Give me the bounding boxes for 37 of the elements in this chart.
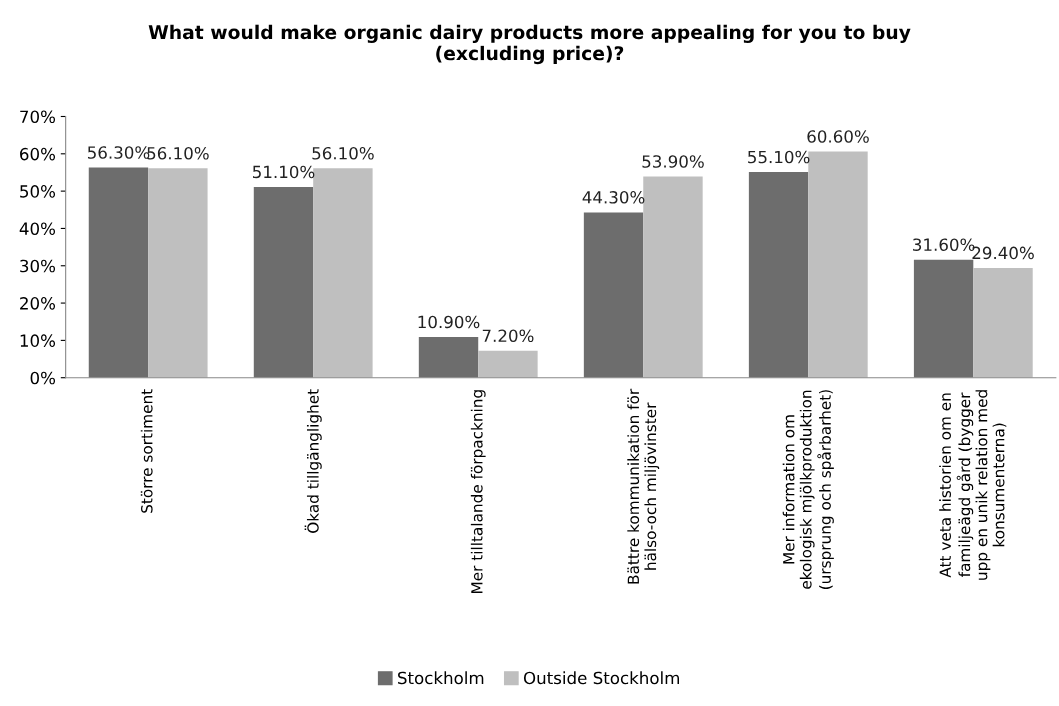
legend-label: Stockholm — [398, 671, 484, 685]
data-label: 56.10% — [312, 146, 374, 160]
y-tick-label: 30% — [20, 259, 56, 273]
bar — [643, 176, 703, 378]
bar — [583, 212, 644, 378]
x-tick-label: Ökad tillgänglighet — [304, 389, 322, 533]
y-tick-label: 10% — [20, 334, 56, 347]
data-label: 60.60% — [807, 130, 869, 143]
chart-title: What would make organic dairy products more appealing for you to buy (excluding price)? — [148, 24, 911, 65]
bar — [253, 187, 314, 378]
bar — [913, 259, 974, 378]
y-tick-label: 40% — [19, 222, 56, 236]
bar — [748, 172, 809, 378]
legend-label: Outside Stockholm — [523, 671, 679, 685]
data-label: 44.30% — [582, 191, 645, 204]
x-tick-label: Större sortiment — [140, 389, 153, 513]
x-tick-label: Att veta historien om en familjeägd gård (bygger upp en unik relation med konsumenterna) — [939, 390, 1007, 580]
x-tick-label: Mer tilltalande förpackning — [470, 390, 486, 593]
y-tick-label: 60% — [20, 147, 56, 161]
data-label: 51.10% — [253, 165, 315, 179]
x-tick-label: Mer information om ekologisk mjölkproduktion (ursprung och spårbarhet) — [782, 390, 834, 589]
bar — [808, 151, 868, 378]
bar — [418, 337, 479, 378]
x-tick-label: Bättre kommunikation för hälso-och miljövinster — [627, 388, 660, 584]
bar — [478, 350, 538, 378]
bar — [88, 167, 149, 378]
data-label: 10.90% — [418, 315, 480, 329]
data-label: 55.10% — [748, 150, 810, 164]
y-tick-label: 20% — [20, 297, 56, 310]
y-tick-label: 50% — [20, 185, 56, 198]
bar — [313, 168, 373, 378]
y-tick-label: 70% — [20, 110, 56, 124]
data-label: 7.20% — [482, 329, 534, 343]
y-tick-label: 0% — [30, 371, 56, 385]
data-label: 53.90% — [642, 155, 704, 168]
bar — [148, 168, 208, 378]
bar — [973, 268, 1033, 378]
